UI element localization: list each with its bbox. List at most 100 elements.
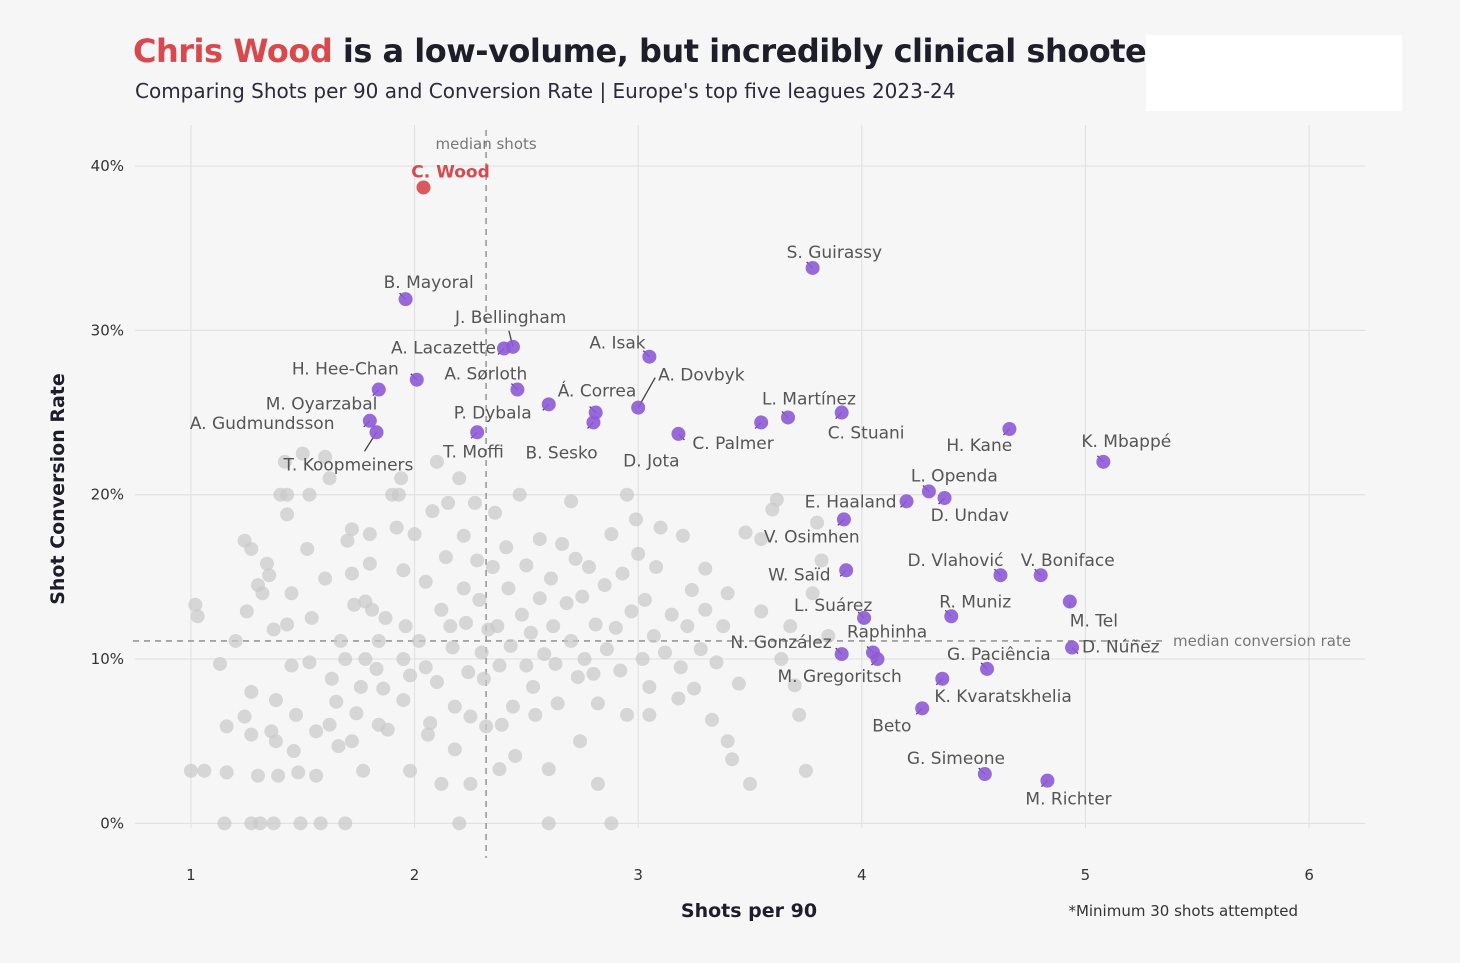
background-point	[528, 707, 543, 722]
background-point	[313, 816, 328, 831]
background-point	[244, 727, 259, 742]
background-point	[452, 471, 467, 486]
background-point	[810, 515, 825, 530]
labelled-point	[834, 405, 849, 420]
background-point	[642, 707, 657, 722]
background-point	[646, 629, 661, 644]
background-point	[420, 727, 435, 742]
background-point	[280, 487, 295, 502]
labelled-point	[937, 491, 952, 506]
chart-title: Chris Wood is a low-volume, but incredib…	[133, 32, 1162, 70]
labelled-point	[839, 563, 854, 578]
point-label: A. Isak	[589, 334, 645, 354]
background-point	[391, 487, 406, 502]
background-point	[720, 734, 735, 749]
background-point	[490, 619, 505, 634]
background-point	[693, 642, 708, 657]
background-point	[244, 684, 259, 699]
highlight-label: C. Wood	[411, 162, 490, 182]
background-point	[188, 597, 203, 612]
background-point	[302, 655, 317, 670]
background-point	[709, 655, 724, 670]
point-label: D. Núñez	[1082, 638, 1160, 658]
background-point	[463, 709, 478, 724]
labelled-point	[369, 425, 384, 440]
point-label: H. Hee-Chan	[292, 360, 399, 380]
background-point	[347, 597, 362, 612]
background-point	[754, 532, 769, 547]
background-point	[743, 776, 757, 791]
background-point	[262, 568, 277, 583]
labelled-point	[944, 609, 959, 624]
labelled-point	[398, 292, 413, 307]
background-point	[443, 619, 458, 634]
point-label: Beto	[872, 716, 911, 736]
background-point	[362, 556, 377, 571]
labelled-point	[510, 382, 525, 397]
point-label: L. Suárez	[794, 596, 872, 616]
point-label: A. Sørloth	[444, 365, 527, 385]
background-point	[687, 681, 702, 696]
point-label: M. Oyarzabal	[266, 395, 378, 415]
point-label: C. Palmer	[692, 434, 773, 454]
point-label: B. Mayoral	[384, 273, 474, 293]
background-point	[358, 652, 373, 667]
labelled-point	[470, 425, 485, 440]
background-point	[244, 541, 259, 556]
background-point	[212, 656, 227, 671]
background-point	[300, 541, 315, 556]
background-point	[429, 675, 444, 690]
background-point	[407, 527, 422, 542]
background-point	[378, 610, 393, 625]
point-label: T. Moffi	[442, 442, 504, 462]
point-label: H. Kane	[946, 436, 1012, 456]
point-label: M. Tel	[1070, 612, 1118, 632]
background-point	[239, 604, 254, 619]
background-point	[698, 561, 713, 576]
background-point	[588, 617, 603, 632]
labelled-point	[836, 512, 851, 527]
title-rest: is a low-volume, but incredibly clinical…	[332, 32, 1162, 70]
background-point	[418, 660, 433, 675]
background-point	[445, 640, 460, 655]
x-tick-label: 6	[1304, 866, 1314, 884]
background-point	[514, 607, 529, 622]
background-point	[492, 762, 507, 777]
background-point	[821, 629, 836, 644]
background-point	[331, 739, 346, 754]
background-point	[197, 763, 212, 778]
labelled-points	[362, 180, 1111, 788]
background-point	[564, 494, 579, 509]
background-point	[452, 816, 467, 831]
point-label: A. Gudmundsson	[190, 414, 335, 434]
labelled-point	[921, 484, 936, 499]
background-point	[295, 446, 310, 461]
y-tick-label: 40%	[91, 157, 124, 175]
labelled-point	[497, 341, 511, 356]
background-point	[548, 656, 563, 671]
background-point	[423, 716, 438, 731]
background-point	[604, 816, 619, 831]
background-point	[237, 709, 252, 724]
median-shots-label: median shots	[436, 135, 537, 153]
background-point	[590, 776, 605, 791]
background-point	[412, 633, 427, 648]
background-point	[608, 620, 623, 635]
background-point	[519, 558, 534, 573]
background-point	[604, 527, 619, 542]
background-point	[479, 719, 494, 734]
background-point	[456, 528, 471, 543]
background-point	[488, 505, 503, 520]
labelled-point	[671, 426, 686, 441]
background-point	[637, 592, 652, 607]
background-point	[369, 661, 384, 676]
background-points	[183, 446, 836, 831]
labelled-point	[977, 767, 992, 782]
point-labels: S. Guirassy B. Mayoral J. Bellingham A. Lac…	[190, 162, 1171, 809]
background-point	[291, 765, 306, 780]
background-point	[318, 449, 333, 464]
labelled-point	[935, 671, 950, 686]
grid	[135, 125, 1365, 828]
background-point	[362, 527, 377, 542]
point-label: M. Richter	[1025, 790, 1111, 810]
